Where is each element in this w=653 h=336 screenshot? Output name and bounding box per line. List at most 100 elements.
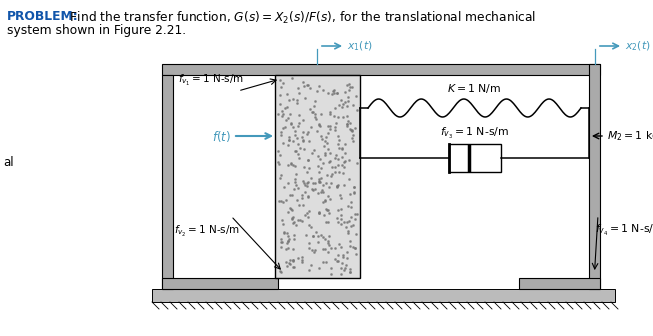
Point [274, 198, 284, 204]
Point [285, 121, 296, 126]
Point [333, 219, 343, 224]
Point [302, 158, 313, 163]
Point [341, 224, 351, 229]
Point [326, 246, 337, 251]
Point [286, 161, 296, 167]
Point [315, 111, 326, 117]
Point [322, 140, 332, 146]
Point [315, 124, 326, 129]
Point [298, 164, 309, 169]
Point [304, 240, 314, 246]
Point [280, 118, 291, 123]
Point [289, 186, 300, 192]
Point [309, 147, 319, 153]
Point [347, 139, 358, 144]
Point [283, 245, 293, 250]
Point [285, 261, 295, 266]
Point [283, 238, 294, 244]
Point [296, 254, 307, 260]
Point [301, 180, 311, 186]
Point [346, 215, 357, 220]
Point [312, 128, 323, 134]
Point [285, 122, 296, 127]
Point [318, 246, 328, 252]
Point [336, 221, 346, 227]
Point [326, 91, 337, 97]
Point [337, 145, 347, 151]
Point [310, 114, 320, 120]
Point [342, 250, 353, 255]
Point [280, 259, 291, 264]
Point [290, 164, 300, 169]
Point [350, 211, 360, 216]
Point [276, 172, 286, 178]
Point [350, 126, 360, 131]
Point [283, 209, 293, 215]
Point [342, 124, 352, 129]
Point [279, 230, 290, 236]
Point [277, 217, 287, 223]
Point [311, 116, 321, 122]
Point [293, 101, 303, 106]
Point [288, 257, 298, 262]
Point [325, 196, 336, 201]
Point [344, 127, 355, 132]
Point [332, 216, 343, 221]
Point [313, 169, 324, 175]
Text: $M_1 = 1$ kg: $M_1 = 1$ kg [291, 180, 343, 194]
Point [329, 90, 340, 96]
Point [323, 219, 334, 225]
Point [326, 165, 337, 170]
Point [342, 220, 353, 225]
Point [315, 190, 326, 195]
Point [325, 123, 335, 129]
Point [302, 179, 313, 184]
Point [278, 111, 288, 116]
Point [338, 171, 348, 176]
Point [338, 254, 349, 259]
Point [297, 130, 308, 135]
Point [332, 182, 343, 187]
Text: PROBLEM:: PROBLEM: [7, 10, 79, 23]
Point [336, 217, 346, 222]
Point [323, 90, 334, 96]
Point [333, 252, 343, 257]
Point [321, 134, 331, 139]
Point [303, 194, 313, 200]
Point [304, 222, 315, 227]
Text: $K= 1$ N/m: $K= 1$ N/m [447, 82, 502, 95]
Point [283, 138, 294, 143]
Bar [449, 144, 500, 172]
Point [314, 176, 325, 181]
Point [320, 236, 330, 242]
Point [313, 163, 323, 169]
Point [291, 182, 301, 188]
Point [345, 121, 355, 126]
Point [337, 162, 347, 168]
Point [336, 244, 346, 250]
Point [283, 115, 293, 120]
Point [343, 218, 354, 224]
Point [296, 196, 307, 201]
Point [342, 94, 353, 99]
Point [306, 176, 317, 181]
Point [342, 113, 352, 119]
Point [344, 157, 355, 163]
Point [277, 240, 287, 245]
Point [281, 240, 292, 246]
Point [351, 251, 362, 257]
Point [307, 248, 317, 253]
Point [332, 114, 343, 120]
Point [330, 164, 340, 169]
Point [308, 234, 319, 239]
Point [314, 210, 325, 216]
Point [303, 193, 313, 198]
Point [325, 109, 335, 115]
Point [274, 161, 284, 167]
Point [275, 153, 285, 158]
Point [282, 263, 293, 269]
Point [322, 172, 332, 178]
Point [291, 135, 302, 141]
Point [302, 211, 313, 216]
Point [340, 266, 351, 271]
